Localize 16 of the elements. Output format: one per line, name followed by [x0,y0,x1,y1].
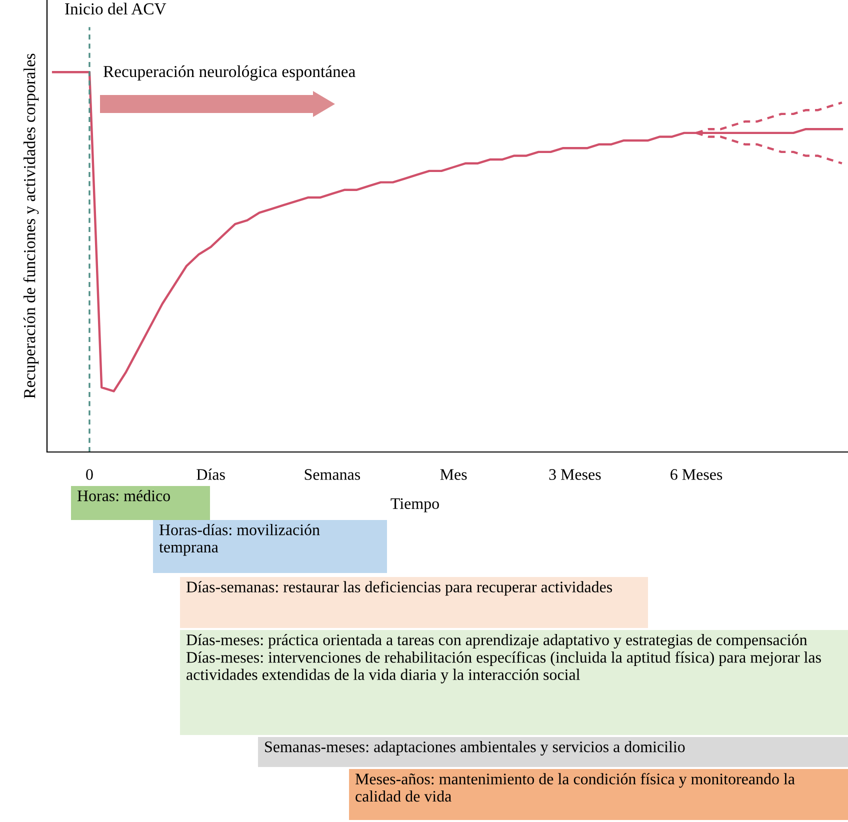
text: Horas-días: movilización temprana [159,524,320,556]
text: Meses-años: mantenimiento de la condición física y monitoreando la calidad de vida [355,773,795,802]
x-tick-label: Mes [440,469,467,480]
x-tick-label: 3 Meses [549,469,601,480]
y-axis-title: Recuperación de funciones y actividades corporales [23,54,39,398]
x-tick-label: 6 Meses [670,469,722,480]
ref-line-label: Inicio del ACV [65,2,166,15]
text: Días-meses: práctica orientada a tareas con aprendizaje adaptativo y estrategias de compensación Días-meses: intervenciones de rehabilitación específicas (incluida la aptitud física) para mejorar las actividades extendidas de la vida diaria y la interacción social [186,634,821,684]
text: Horas: médico [77,490,170,502]
x-axis-title: Tiempo [390,498,439,512]
text: Semanas-meses: adaptaciones ambientales y servicios a domicilio [265,741,685,756]
x-tick-label: Semanas [304,469,360,480]
x-tick-label: Días [196,468,225,480]
x-tick-label: 0 [86,469,93,480]
text: Días-semanas: restaurar las deficiencias para recuperar actividades [186,581,612,596]
annotation: Recuperación neurológica espontánea [103,65,356,81]
